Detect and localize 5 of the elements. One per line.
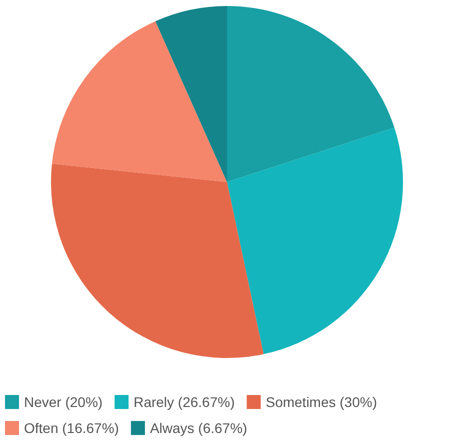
legend-label: Rarely (26.67%)	[134, 394, 235, 410]
legend-label: Never (20%)	[24, 394, 103, 410]
legend-label: Always (6.67%)	[150, 420, 248, 436]
legend-label: Sometimes (30%)	[266, 394, 377, 410]
legend-label: Often (16.67%)	[24, 420, 119, 436]
